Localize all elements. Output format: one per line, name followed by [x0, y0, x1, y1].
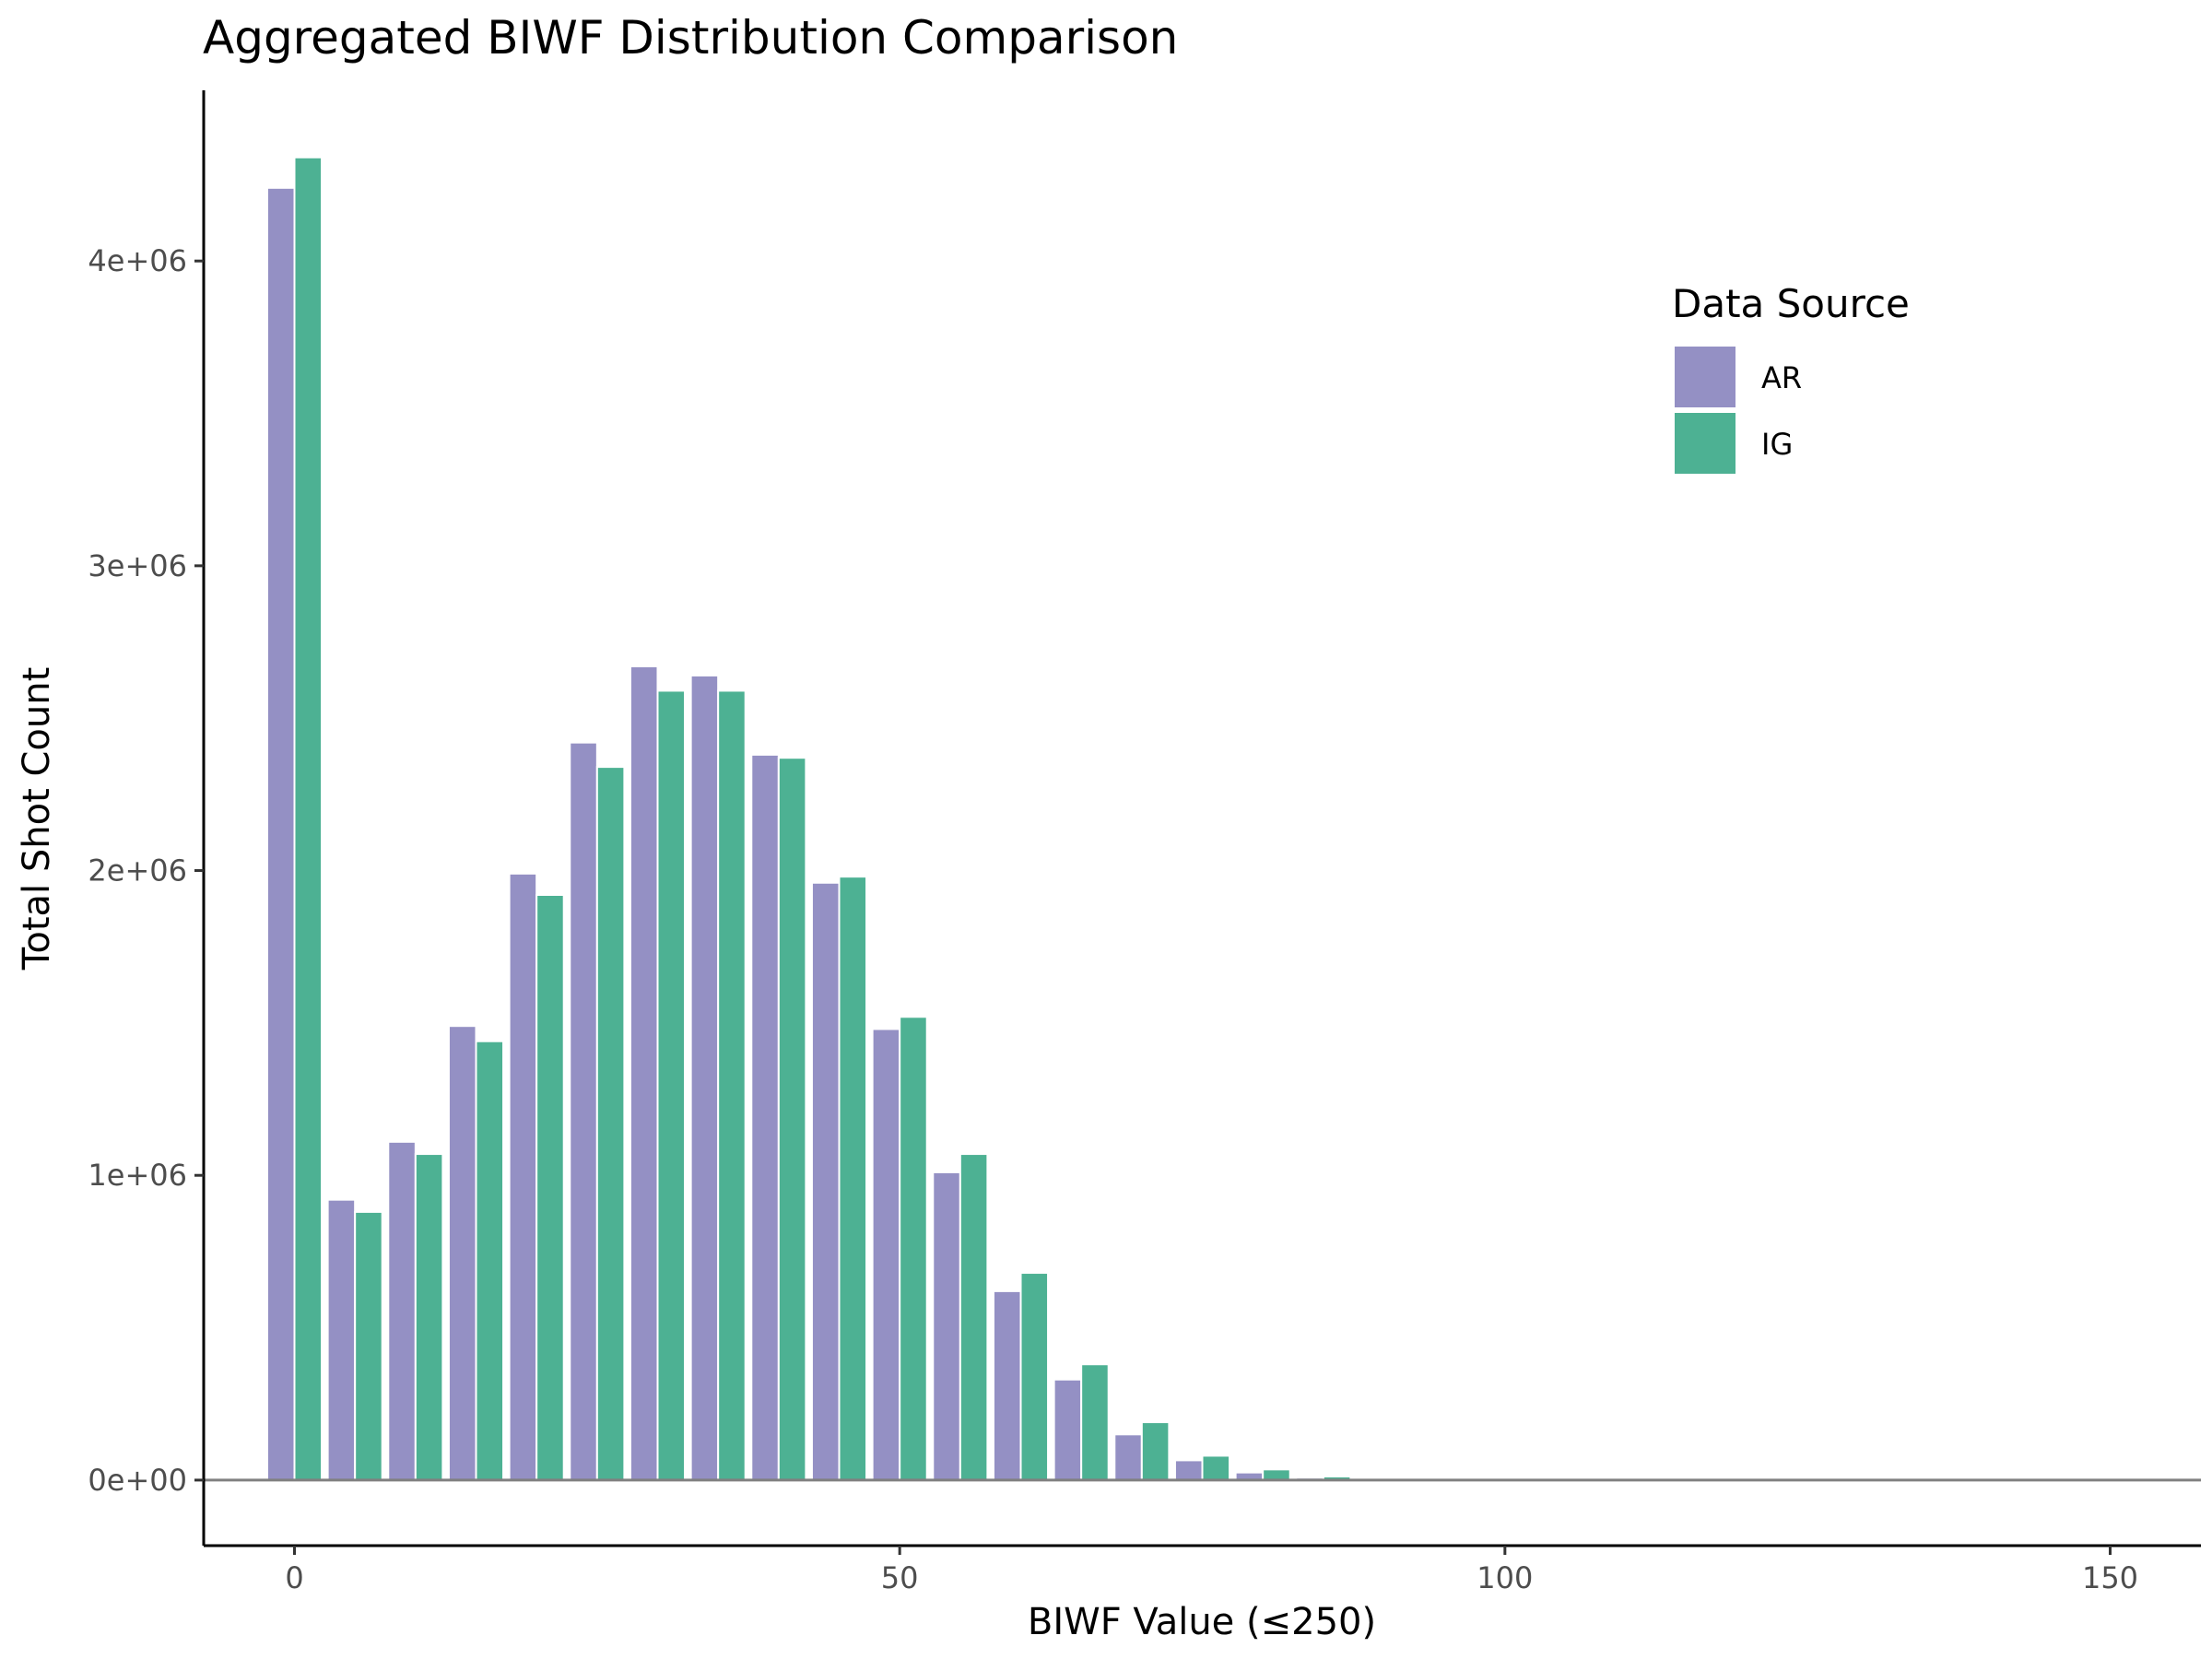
x-tick-label: 0 — [285, 1560, 303, 1595]
bar-ig-50 — [899, 1016, 928, 1481]
bar-ig-75 — [1201, 1454, 1231, 1481]
x-tick-label: 50 — [881, 1560, 919, 1595]
legend-label-ig: IG — [1761, 427, 1793, 462]
bar-ig-10 — [414, 1153, 444, 1481]
y-axis-ticks: 0e+00 1e+06 2e+06 3e+06 4e+06 — [88, 243, 204, 1498]
bar-ar-55 — [932, 1171, 961, 1481]
bar-ar-25 — [569, 741, 598, 1481]
bar-ig-60 — [1019, 1272, 1050, 1481]
x-tick-label: 150 — [2082, 1560, 2138, 1595]
bar-ig-65 — [1080, 1363, 1110, 1481]
bar-ar-50 — [871, 1028, 901, 1481]
bar-ar-60 — [992, 1289, 1022, 1481]
legend-items: AR IG — [1675, 347, 1802, 474]
y-tick-label: 4e+06 — [88, 243, 187, 278]
bar-ig-45 — [838, 876, 868, 1481]
legend-swatch-ig — [1675, 413, 1735, 474]
legend-swatch-ar — [1675, 347, 1735, 407]
bar-ig-70 — [1140, 1421, 1171, 1481]
y-tick-label: 3e+06 — [88, 548, 187, 583]
bar-ig-20 — [535, 893, 565, 1481]
bars-layer — [265, 156, 1413, 1481]
bar-ar-0 — [265, 186, 296, 1481]
x-axis-ticks: 0 50 100 150 — [285, 1546, 2138, 1595]
bar-ar-70 — [1113, 1433, 1143, 1481]
bar-ar-45 — [810, 881, 841, 1481]
bar-ig-35 — [717, 689, 747, 1481]
y-axis-title: Total Shot Count — [16, 667, 58, 971]
y-tick-label: 2e+06 — [88, 853, 187, 888]
chart-title: Aggregated BIWF Distribution Comparison — [203, 11, 1178, 65]
bar-ar-15 — [447, 1025, 477, 1481]
bar-ig-25 — [595, 766, 626, 1481]
y-tick-label: 0e+00 — [88, 1463, 187, 1498]
bar-ig-80 — [1262, 1468, 1291, 1481]
legend: Data Source AR IG — [1672, 281, 1910, 474]
bar-ig-15 — [475, 1040, 505, 1481]
bar-ar-5 — [326, 1198, 357, 1481]
bar-ig-40 — [777, 757, 807, 1481]
bar-ar-65 — [1053, 1378, 1083, 1481]
x-axis-title: BIWF Value (≤250) — [1028, 1601, 1376, 1643]
bar-ig-5 — [354, 1210, 383, 1481]
bar-ar-30 — [629, 665, 659, 1481]
bar-ar-20 — [508, 872, 538, 1481]
bar-ig-30 — [656, 689, 687, 1481]
bar-ig-55 — [959, 1153, 989, 1481]
bar-ar-10 — [387, 1140, 417, 1481]
bar-ar-40 — [750, 753, 780, 1481]
legend-title: Data Source — [1672, 281, 1910, 326]
legend-label-ar: AR — [1761, 360, 1802, 395]
bar-ar-75 — [1173, 1459, 1204, 1481]
bar-ig-0 — [293, 156, 324, 1481]
x-tick-label: 100 — [1477, 1560, 1533, 1595]
bar-ar-35 — [689, 674, 720, 1481]
y-tick-label: 1e+06 — [88, 1158, 187, 1193]
